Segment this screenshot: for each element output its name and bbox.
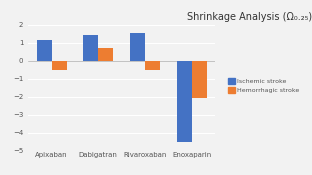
Bar xyxy=(98,48,113,61)
Bar xyxy=(130,33,145,61)
Bar xyxy=(192,61,207,98)
Bar xyxy=(37,40,51,61)
Bar xyxy=(177,61,192,142)
Text: Shrinkage Analysis (Ω₀.₂₅): Shrinkage Analysis (Ω₀.₂₅) xyxy=(188,12,312,22)
Legend: Ischemic stroke, Hemorrhagic stroke: Ischemic stroke, Hemorrhagic stroke xyxy=(226,75,302,96)
Bar xyxy=(83,35,98,61)
Bar xyxy=(145,61,160,69)
Bar xyxy=(51,61,66,70)
